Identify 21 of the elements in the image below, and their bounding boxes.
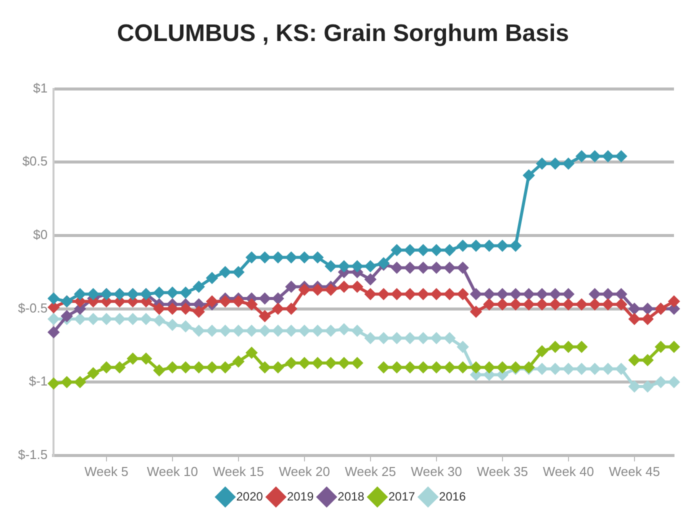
y-tick-label: $-0.5 [18, 300, 48, 316]
y-tick-label: $-1.5 [18, 446, 48, 462]
y-tick-label: $1 [33, 80, 48, 96]
legend-label: 2020 [236, 489, 264, 504]
chart-title: COLUMBUS , KS: Grain Sorghum Basis [116, 20, 570, 48]
legend-label: 2018 [338, 489, 365, 504]
x-tick-label: Week 15 [212, 464, 264, 479]
x-tick-label: Week 10 [146, 464, 198, 479]
legend-label: 2017 [388, 489, 416, 504]
x-tick-label: Week 45 [608, 464, 660, 479]
y-tick-label: $0 [33, 227, 48, 242]
x-tick-label: Week 40 [542, 464, 594, 479]
x-tick-label: Week 20 [278, 464, 330, 479]
x-tick-label: Week 30 [410, 464, 462, 479]
x-tick-label: Week 25 [344, 464, 396, 479]
x-tick-label: Week 35 [476, 464, 528, 479]
legend-label: 2019 [286, 489, 314, 504]
y-tick-label: $-1 [28, 374, 48, 389]
y-tick-label: $0.5 [22, 154, 48, 169]
legend-label: 2016 [439, 489, 466, 504]
x-tick-label: Week 5 [84, 464, 128, 479]
